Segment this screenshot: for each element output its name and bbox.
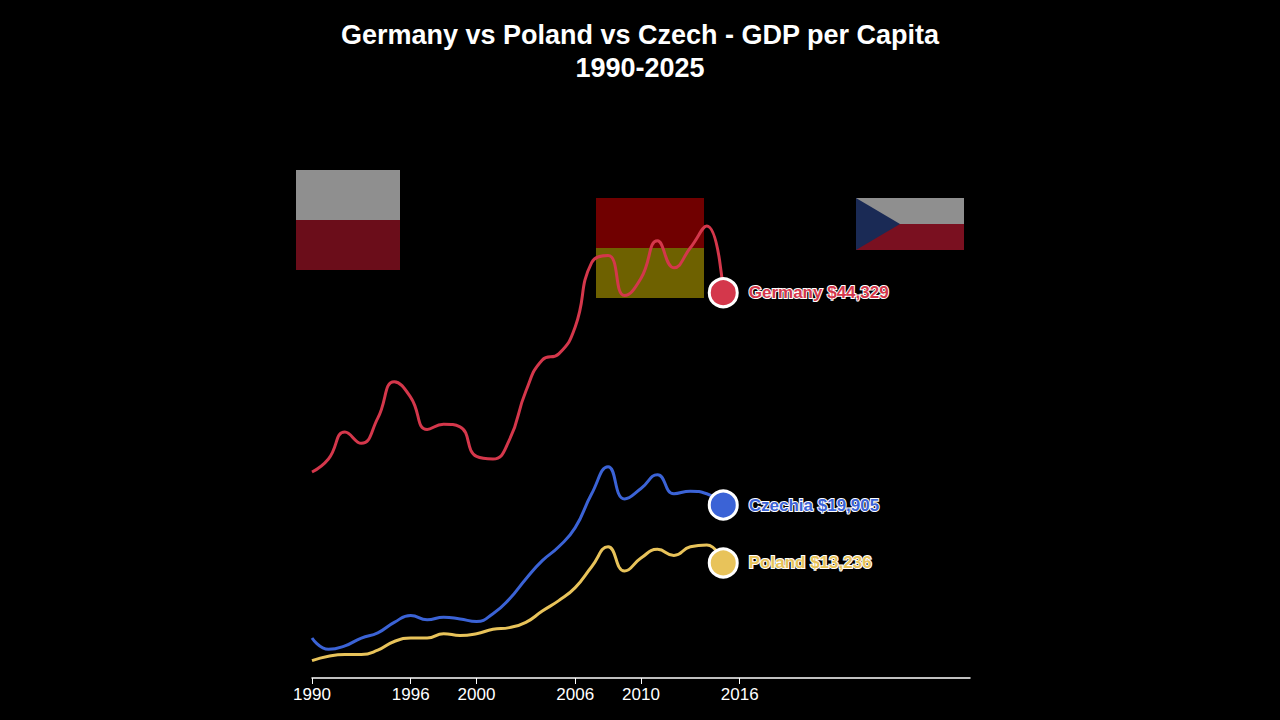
svg-text:1996: 1996 (392, 685, 430, 704)
svg-text:2010: 2010 (622, 685, 660, 704)
svg-text:1990: 1990 (293, 685, 331, 704)
svg-text:Poland $13,236: Poland $13,236 (749, 553, 872, 572)
svg-text:Germany vs Poland vs Czech - G: Germany vs Poland vs Czech - GDP per Cap… (341, 20, 940, 50)
svg-text:2006: 2006 (556, 685, 594, 704)
svg-text:Germany $44,329: Germany $44,329 (749, 283, 889, 302)
svg-text:Czechia $19,905: Czechia $19,905 (749, 496, 879, 515)
svg-text:2016: 2016 (721, 685, 759, 704)
svg-text:1990-2025: 1990-2025 (575, 53, 704, 83)
svg-text:2000: 2000 (458, 685, 496, 704)
